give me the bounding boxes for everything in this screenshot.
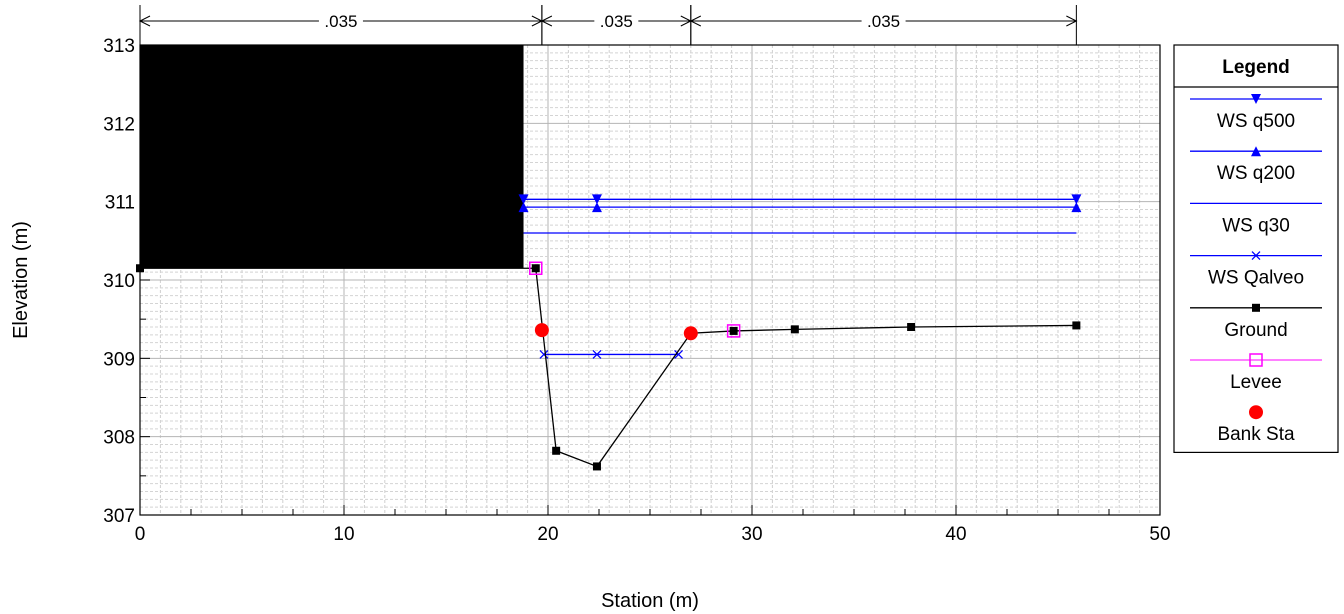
series-ws-q200	[518, 202, 1082, 213]
legend-entry: WS Qalveo	[1190, 251, 1322, 289]
point-ws-q500	[518, 194, 529, 205]
manning-label-bg	[594, 10, 639, 32]
legend-entry: Bank Sta	[1217, 405, 1295, 445]
legend-entry: Ground	[1190, 303, 1322, 341]
point-ws-qalveo	[592, 349, 602, 359]
legend-label: WS q200	[1217, 163, 1295, 184]
tick-labels: 0 10 20 30 40 50 307 308 309 310 311 312 313	[103, 36, 1170, 545]
manning-n-label: .035	[600, 12, 633, 31]
manning-label-bg	[318, 10, 363, 32]
legend-swatch-marker	[1249, 405, 1263, 420]
point-ws-q200	[1071, 202, 1082, 213]
point-ground	[729, 326, 738, 335]
y-tick-label: 307	[103, 506, 135, 527]
manning-arrow-right	[1066, 15, 1078, 27]
series-layer	[136, 194, 1082, 471]
x-tick-label: 40	[945, 524, 966, 545]
legend-swatch-marker	[1249, 353, 1263, 367]
y-tick-label: 312	[103, 114, 135, 135]
legend-label: WS Qalveo	[1208, 268, 1304, 289]
y-tick-label: 310	[103, 271, 135, 292]
point-ws-q500	[1071, 194, 1082, 205]
obstruction-block	[140, 45, 524, 269]
point-ground	[552, 446, 561, 455]
legend-box	[1173, 44, 1339, 453]
point-ws-qalveo	[674, 349, 684, 359]
legend-swatch-marker	[1251, 251, 1261, 261]
legend-swatch-marker	[1251, 146, 1261, 157]
legend-label: Levee	[1230, 372, 1282, 393]
point-ws-q200	[591, 202, 602, 213]
legend-entry: WS q500	[1190, 94, 1322, 132]
x-axis-label: Station (m)	[601, 590, 699, 612]
legend-entry: WS q200	[1190, 146, 1322, 184]
legend-title: Legend	[1222, 57, 1290, 78]
legend-label: Ground	[1224, 320, 1287, 341]
point-ground	[790, 325, 799, 334]
x-tick-label: 50	[1149, 524, 1170, 545]
manning-n-label: .035	[324, 12, 357, 31]
x-tick-label: 0	[135, 524, 146, 545]
y-tick-label: 313	[103, 36, 135, 57]
legend-label: WS q30	[1222, 215, 1290, 236]
point-ground	[531, 264, 540, 273]
point-ws-q500	[591, 194, 602, 205]
x-tick-label: 10	[333, 524, 354, 545]
y-tick-label: 311	[105, 193, 135, 214]
manning-label-bg	[861, 10, 906, 32]
x-tick-label: 30	[741, 524, 762, 545]
legend-label: WS q500	[1217, 111, 1295, 132]
point-levee	[529, 261, 543, 275]
manning-arrow-left	[689, 15, 702, 27]
grid	[139, 44, 1161, 516]
ineffective-obstruction	[140, 45, 524, 269]
y-axis-label: Elevation (m)	[10, 221, 32, 339]
legend-entry: Levee	[1190, 353, 1322, 393]
point-ground	[1072, 321, 1081, 330]
legend-swatch-marker	[1251, 94, 1261, 104]
manning-arrow-left	[138, 15, 151, 27]
plot-frame	[139, 44, 1161, 516]
legend-swatch-marker	[1252, 303, 1260, 312]
point-ws-qalveo	[539, 349, 549, 359]
series-bank-sta	[534, 323, 698, 341]
point-levee	[726, 324, 741, 338]
y-tick-label: 308	[103, 428, 135, 449]
legend-label: Bank Sta	[1217, 424, 1295, 445]
point-ground	[592, 462, 601, 471]
point-bank-sta	[534, 323, 549, 338]
x-tick-label: 20	[537, 524, 558, 545]
series-ws-q500	[518, 194, 1082, 205]
legend-entry: WS q30	[1190, 202, 1322, 236]
point-ground	[907, 323, 916, 331]
y-tick-label: 309	[103, 349, 135, 370]
point-bank-sta	[683, 326, 698, 341]
legend: Legend WS q500 WS q200 WS q30 WS Qalveo Groun…	[1173, 44, 1339, 453]
series-levee	[529, 261, 741, 338]
manning-n-annotations: .035 .035 .035	[138, 5, 1078, 45]
manning-arrow-left	[540, 15, 553, 27]
manning-n-label: .035	[867, 12, 900, 31]
series-ws-qalveo	[539, 349, 684, 359]
point-ws-q200	[518, 202, 529, 213]
